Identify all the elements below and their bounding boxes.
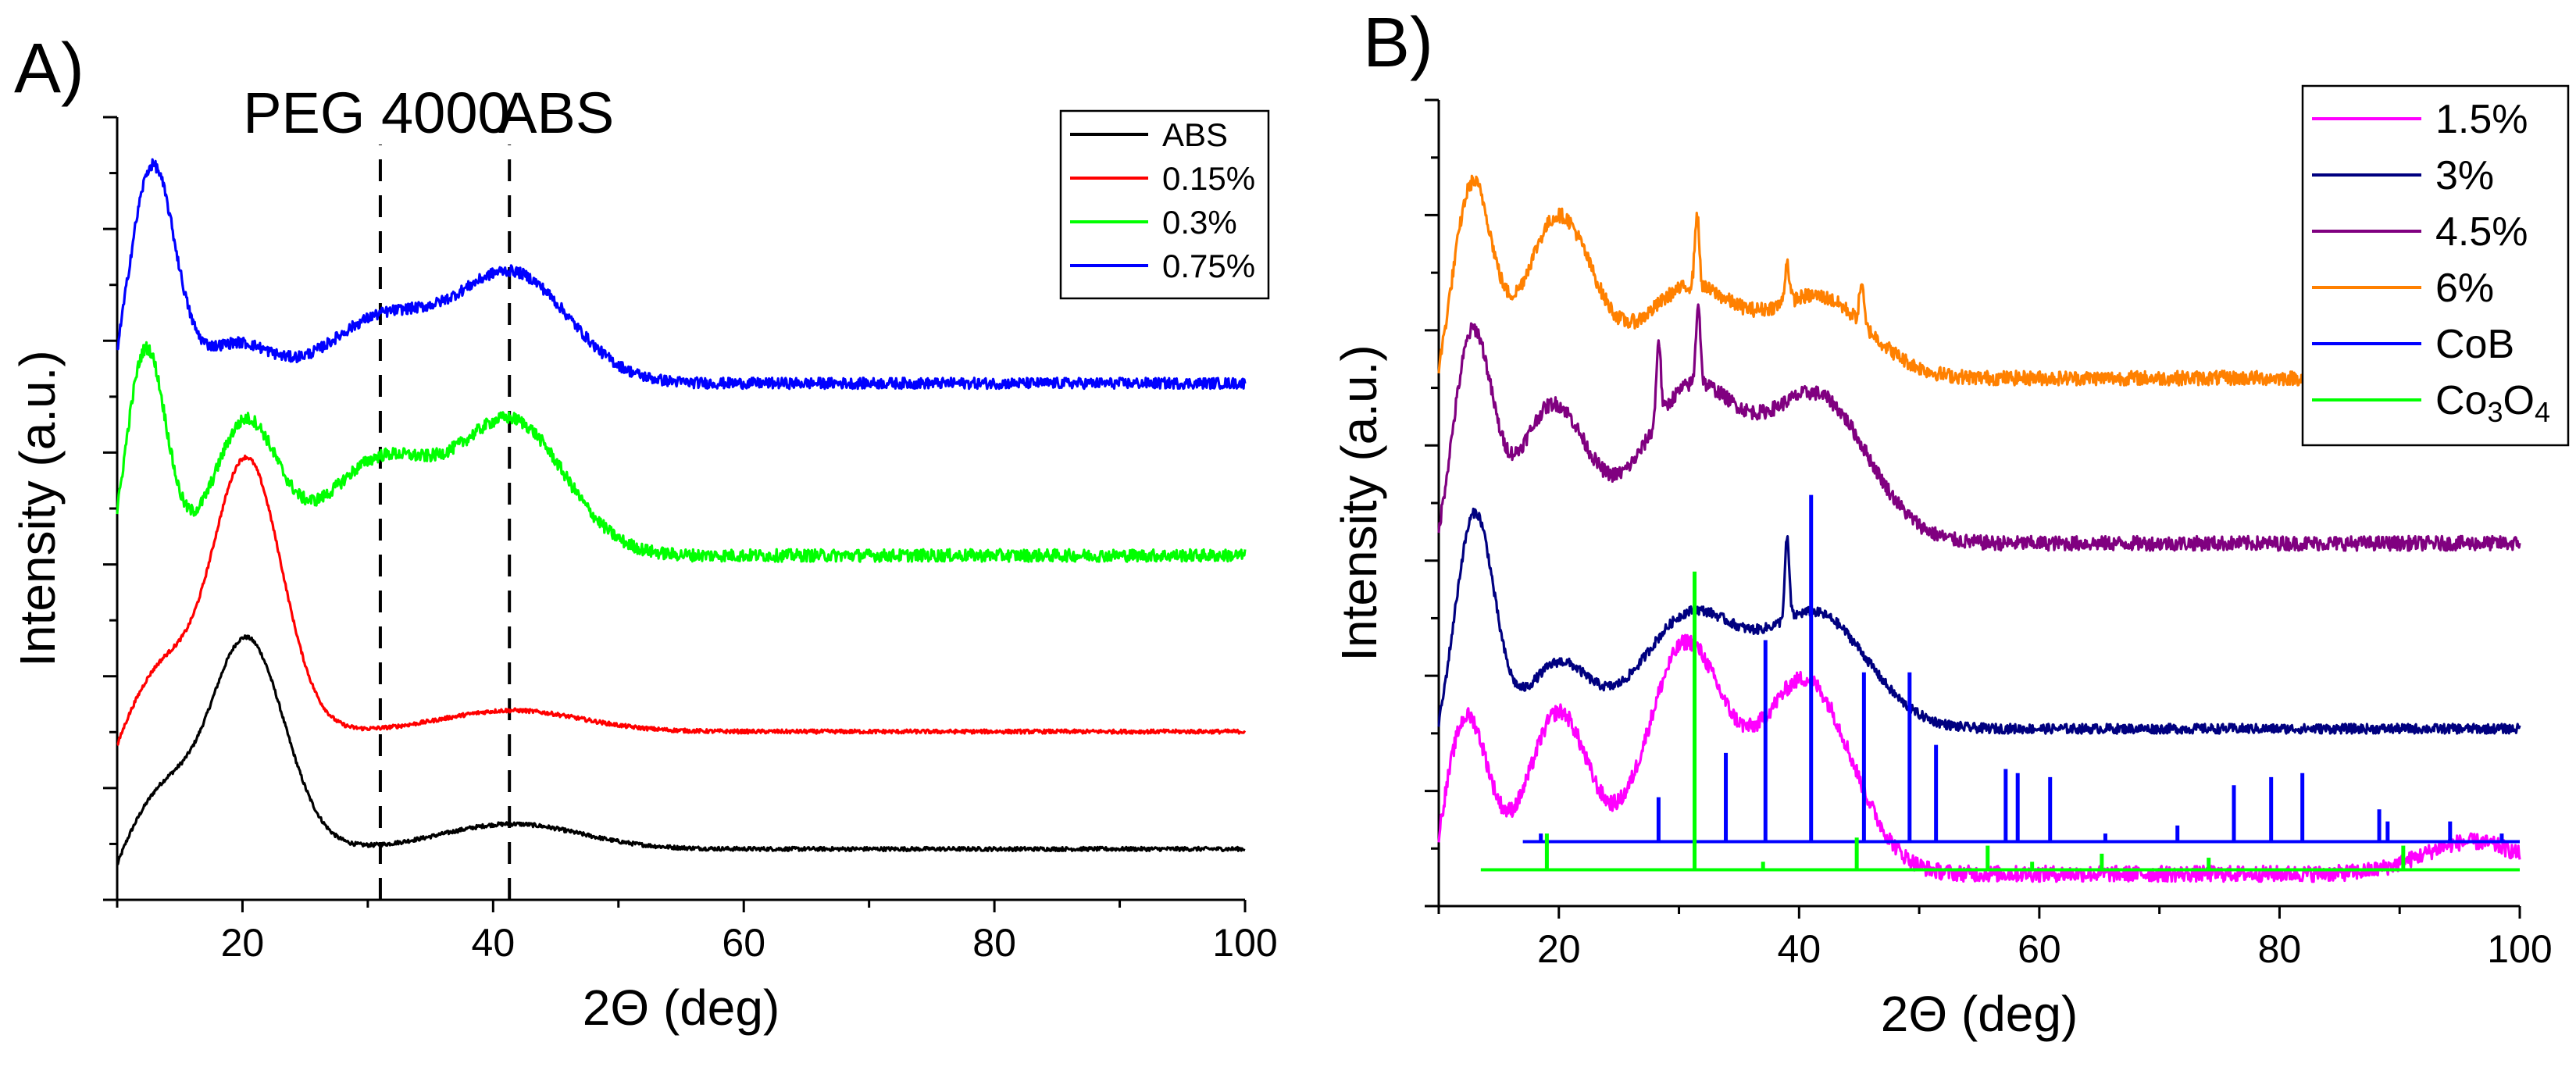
chart-panel-0: A) 20 40 60 80 100 2Θ (deg) Intensity (a.u.) PEG… bbox=[9, 30, 1278, 1036]
x-tick-label: 100 bbox=[1212, 921, 1277, 965]
annotation-label: ABS bbox=[498, 80, 614, 145]
legend-label: 0.75% bbox=[1162, 248, 1255, 284]
x-tick-label: 60 bbox=[2018, 927, 2061, 971]
legend-label: Co3O4 bbox=[2435, 378, 2550, 428]
series-line-1 bbox=[1437, 507, 2521, 735]
series-line-2 bbox=[116, 341, 1247, 563]
x-tick-label: 20 bbox=[1537, 927, 1581, 971]
series-line-0 bbox=[116, 634, 1246, 866]
legend-label-part: Co bbox=[2435, 378, 2487, 423]
legend-label: 1.5% bbox=[2435, 97, 2528, 142]
legend-label: 0.3% bbox=[1162, 204, 1237, 241]
panel-label: B) bbox=[1363, 4, 1433, 82]
legend-label: ABS bbox=[1162, 116, 1228, 153]
x-tick-label: 100 bbox=[2487, 927, 2552, 971]
legend-box bbox=[2301, 84, 2570, 447]
legend-label: CoB bbox=[2435, 322, 2514, 367]
series-line-1 bbox=[116, 454, 1247, 747]
legend-label-part: O bbox=[2503, 378, 2535, 423]
x-axis-title: 2Θ (deg) bbox=[1881, 986, 2078, 1042]
x-tick-label: 60 bbox=[722, 921, 765, 965]
y-axis-title: Intensity (a.u.) bbox=[9, 350, 66, 667]
legend: 1.5% 3% 4.5% 6% CoB Co3O4 bbox=[2301, 84, 2570, 447]
x-tick-label: 20 bbox=[221, 921, 265, 965]
x-tick-label: 80 bbox=[972, 921, 1016, 965]
series-sticks-4 bbox=[1522, 494, 2520, 844]
y-axis-title: Intensity (a.u.) bbox=[1331, 344, 1387, 662]
legend-label: 6% bbox=[2435, 266, 2494, 311]
x-tick-label: 40 bbox=[472, 921, 516, 965]
chart-panel-1: B) 20 40 60 80 100 2Θ (deg) Intensity (a.u.) 1.5… bbox=[1331, 4, 2570, 1042]
annotation-label: PEG 4000 bbox=[243, 80, 509, 145]
x-tick-label: 80 bbox=[2258, 927, 2302, 971]
series-line-2 bbox=[1437, 303, 2521, 552]
legend-label: 3% bbox=[2435, 153, 2494, 198]
legend-label: 4.5% bbox=[2435, 209, 2528, 255]
x-tick-label: 40 bbox=[1778, 927, 1821, 971]
x-axis-title: 2Θ (deg) bbox=[583, 980, 780, 1036]
legend-label: 0.15% bbox=[1162, 160, 1255, 197]
panel-label: A) bbox=[14, 30, 84, 108]
series-line-3 bbox=[116, 158, 1247, 391]
legend-label-sub: 4 bbox=[2535, 396, 2550, 428]
series-sticks-5 bbox=[1480, 571, 2520, 872]
series-line-0 bbox=[1437, 633, 2521, 883]
legend: ABS 0.15% 0.3% 0.75% bbox=[1059, 109, 1270, 300]
legend-label-sub: 3 bbox=[2487, 396, 2503, 428]
